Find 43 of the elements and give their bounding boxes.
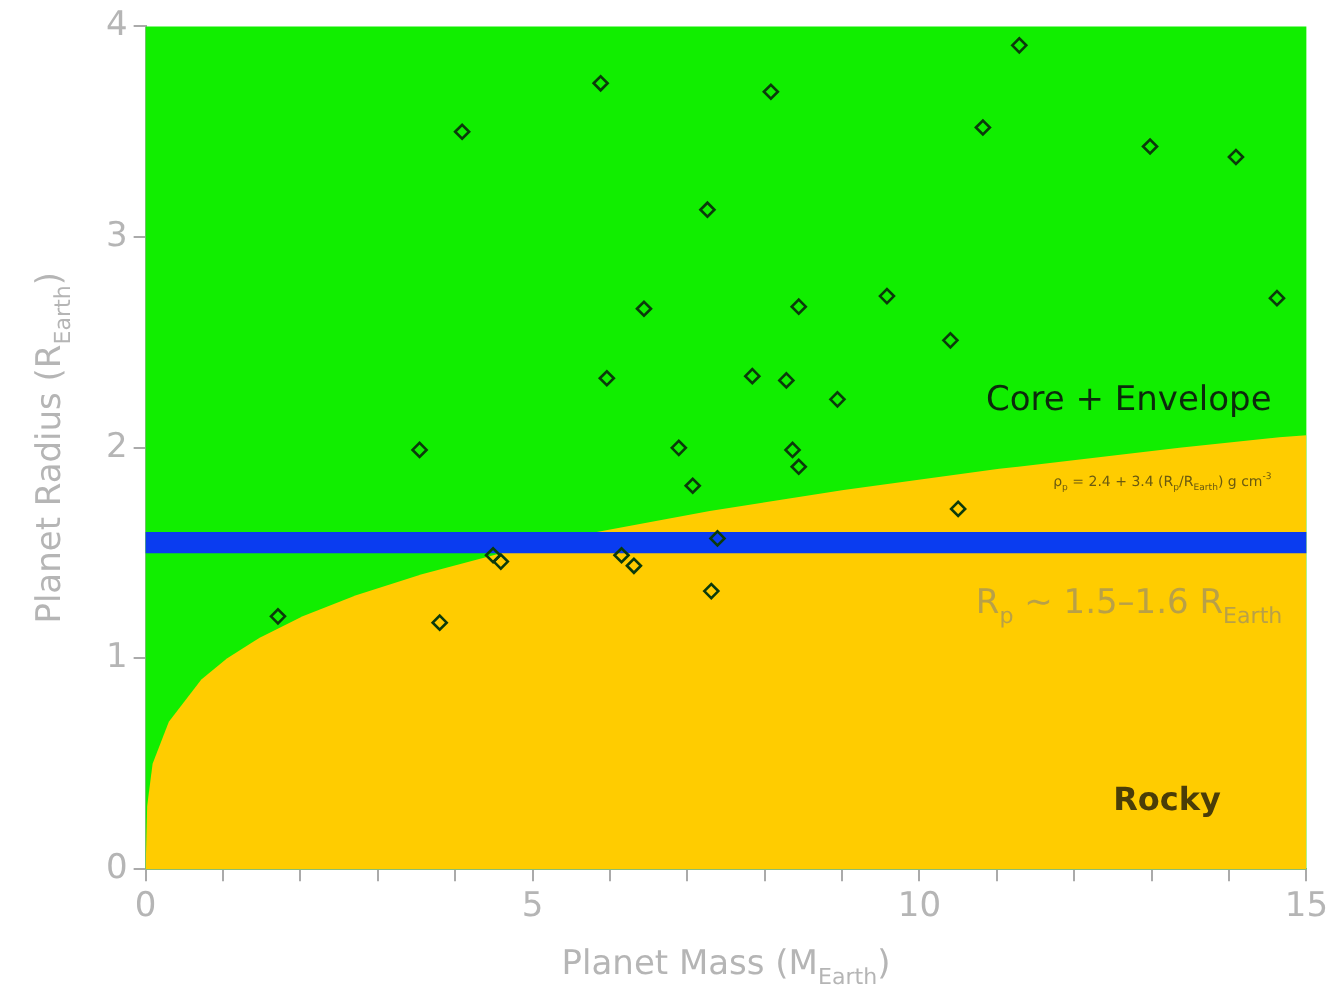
point — [598, 369, 616, 387]
y-tick-label: 2 — [105, 426, 128, 467]
point — [762, 83, 780, 101]
point — [1010, 37, 1028, 54]
y-tick-label: 1 — [105, 637, 128, 678]
x-tick-label: 10 — [897, 886, 942, 927]
x-tick-label: 15 — [1284, 886, 1329, 927]
point — [829, 391, 846, 408]
point — [625, 557, 643, 575]
point — [1268, 289, 1286, 307]
point — [790, 298, 808, 315]
point — [1227, 148, 1245, 166]
point — [592, 74, 609, 92]
y-axis-title: Planet Radius (REarth) — [30, 271, 77, 624]
point — [784, 441, 801, 459]
point — [709, 530, 726, 547]
point — [684, 477, 702, 495]
point — [269, 608, 287, 625]
y-tick-label: 4 — [105, 5, 128, 46]
point — [484, 546, 502, 564]
y-tick-label: 3 — [105, 215, 128, 256]
y-tick-label: 0 — [105, 848, 128, 889]
annotation: Core + Envelope — [985, 379, 1272, 420]
point — [790, 458, 808, 476]
point — [411, 441, 428, 459]
point — [974, 119, 992, 136]
point — [703, 582, 720, 600]
point — [635, 300, 653, 318]
point — [1141, 138, 1159, 155]
point — [613, 546, 630, 564]
annotation: Rocky — [1113, 780, 1223, 819]
x-tick-label: 5 — [521, 886, 544, 927]
point — [878, 287, 896, 305]
point — [778, 372, 795, 389]
point — [699, 201, 716, 219]
point — [942, 332, 959, 349]
x-tick-label: 0 — [134, 886, 157, 927]
point — [453, 123, 471, 141]
point — [670, 439, 688, 457]
point — [949, 500, 967, 518]
point — [492, 553, 510, 570]
point — [431, 614, 448, 631]
point — [744, 367, 761, 385]
